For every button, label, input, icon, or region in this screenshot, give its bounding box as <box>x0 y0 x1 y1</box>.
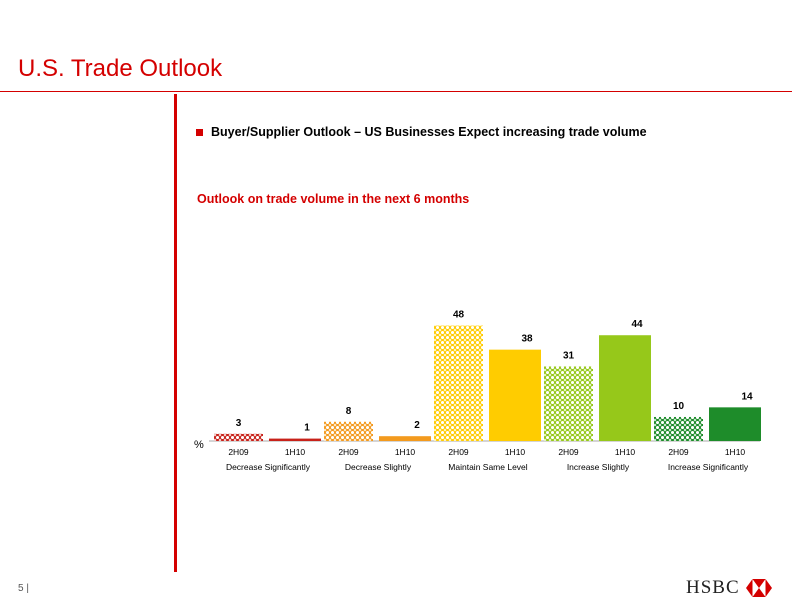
period-tick-label: 2H09 <box>448 447 469 457</box>
category-label: Increase Slightly <box>567 462 630 472</box>
bar-1h10-1 <box>379 436 431 441</box>
data-label: 2 <box>414 420 420 431</box>
period-tick-label: 1H10 <box>395 447 416 457</box>
period-tick-label: 2H09 <box>338 447 359 457</box>
bar-2h09-3 <box>544 366 593 441</box>
hsbc-logo: HSBC <box>686 577 772 599</box>
bullet-text: Buyer/Supplier Outlook – US Businesses E… <box>211 125 647 139</box>
period-tick-label: 1H10 <box>725 447 746 457</box>
y-axis-label: % <box>194 439 204 451</box>
bar-1h10-3 <box>599 335 651 441</box>
category-label: Decrease Slightly <box>345 462 412 472</box>
page-number: 5 | <box>18 583 29 594</box>
bar-1h10-2 <box>489 349 541 441</box>
page-title: U.S. Trade Outlook <box>18 55 223 82</box>
data-label: 1 <box>304 423 310 434</box>
period-tick-label: 2H09 <box>668 447 689 457</box>
period-tick-label: 1H10 <box>615 447 636 457</box>
data-label: 10 <box>673 401 685 412</box>
category-label: Maintain Same Level <box>448 462 527 472</box>
bar-1h10-0 <box>269 438 321 441</box>
bar-2h09-0 <box>214 433 263 441</box>
bar-2h09-2 <box>434 325 483 441</box>
data-label: 31 <box>563 350 575 361</box>
data-label: 44 <box>631 319 643 330</box>
period-tick-label: 2H09 <box>228 447 249 457</box>
data-label: 8 <box>346 406 352 417</box>
period-tick-label: 1H10 <box>285 447 306 457</box>
vertical-accent-line <box>174 94 177 572</box>
data-label: 48 <box>453 310 465 321</box>
hsbc-hexagon-icon <box>745 579 772 597</box>
data-label: 3 <box>236 418 242 429</box>
title-divider <box>0 91 792 92</box>
bullet-point: Buyer/Supplier Outlook – US Businesses E… <box>196 125 647 139</box>
bar-1h10-4 <box>709 407 761 441</box>
chart-subtitle: Outlook on trade volume in the next 6 mo… <box>197 192 470 206</box>
hsbc-logo-text: HSBC <box>686 577 740 598</box>
bullet-square-icon <box>196 128 203 136</box>
category-label: Decrease Significantly <box>226 462 311 472</box>
period-tick-label: 1H10 <box>505 447 526 457</box>
data-label: 38 <box>521 334 533 345</box>
bar-2h09-1 <box>324 421 373 441</box>
category-label: Increase Significantly <box>668 462 749 472</box>
bar-2h09-4 <box>654 416 703 441</box>
period-tick-label: 2H09 <box>558 447 579 457</box>
data-label: 14 <box>741 391 753 402</box>
